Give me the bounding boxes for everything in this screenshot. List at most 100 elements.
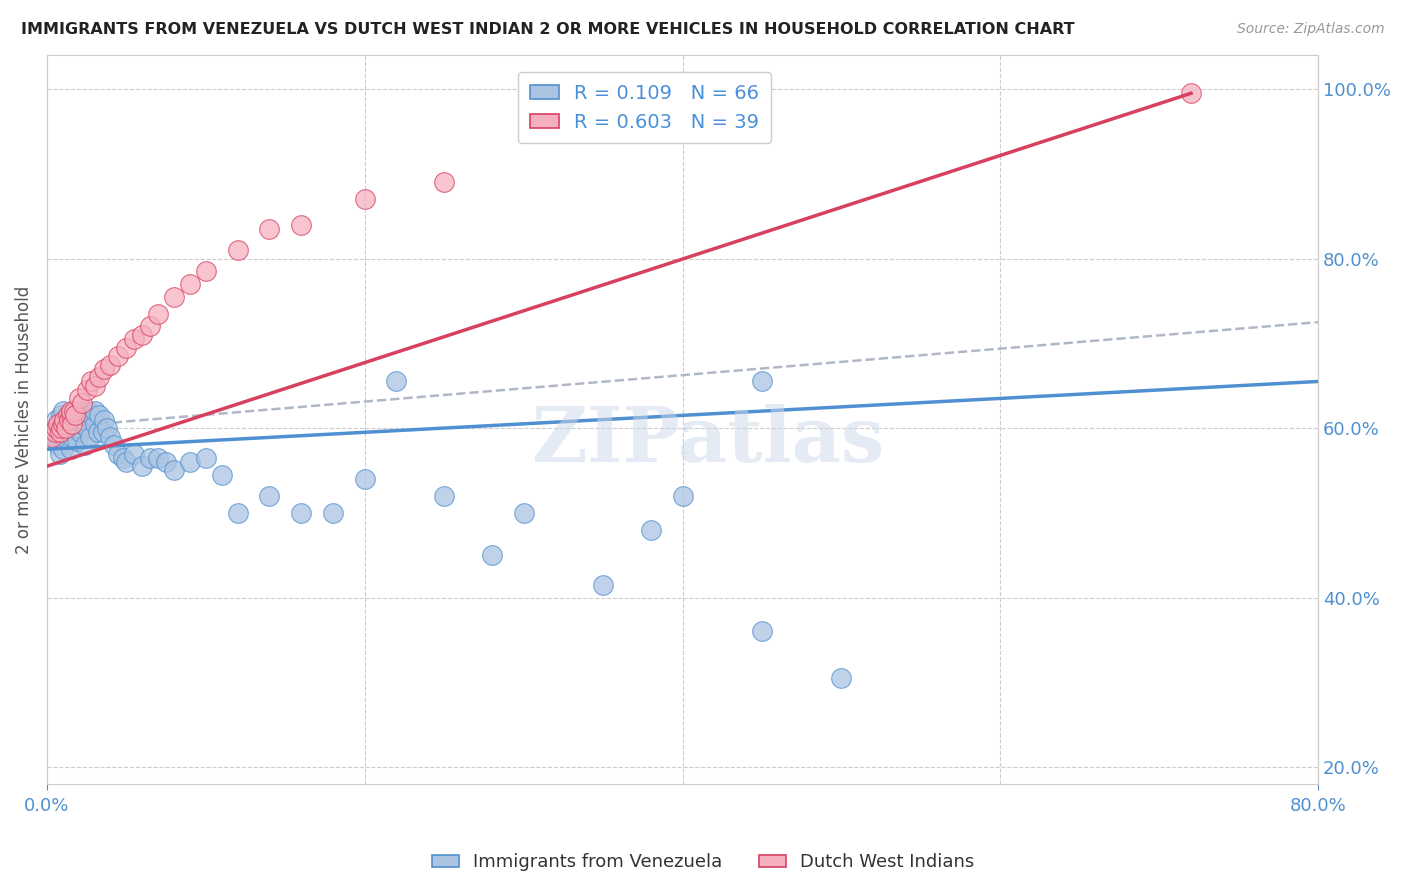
Point: [163, 463, 186, 477]
Point: [70, 395, 93, 409]
Point: [89, 409, 111, 423]
Point: [51, 421, 73, 435]
Point: [139, 319, 162, 334]
Point: [53, 429, 76, 443]
Point: [91, 425, 114, 440]
Text: ZIPatlas: ZIPatlas: [531, 404, 884, 478]
Point: [115, 341, 138, 355]
Point: [65, 421, 87, 435]
Point: [93, 361, 115, 376]
Point: [194, 264, 217, 278]
Point: [67, 404, 90, 418]
Point: [52, 404, 75, 418]
Point: [139, 450, 162, 465]
Point: [52, 442, 75, 457]
Point: [52, 421, 75, 435]
Point: [65, 409, 87, 423]
Point: [70, 417, 93, 431]
Point: [58, 421, 80, 435]
Point: [96, 421, 118, 435]
Point: [751, 375, 773, 389]
Point: [146, 450, 169, 465]
Point: [44, 425, 66, 440]
Point: [77, 404, 100, 418]
Point: [322, 506, 344, 520]
Point: [67, 421, 90, 435]
Point: [1180, 87, 1202, 101]
Y-axis label: 2 or more Vehicles in Household: 2 or more Vehicles in Household: [15, 285, 32, 554]
Point: [179, 277, 201, 291]
Point: [433, 489, 456, 503]
Point: [83, 378, 105, 392]
Point: [76, 383, 98, 397]
Point: [80, 409, 103, 423]
Point: [59, 412, 82, 426]
Point: [179, 455, 201, 469]
Point: [93, 412, 115, 426]
Point: [60, 429, 83, 443]
Point: [67, 392, 90, 406]
Point: [131, 459, 153, 474]
Point: [52, 417, 75, 431]
Point: [63, 409, 86, 423]
Point: [56, 425, 79, 440]
Point: [89, 370, 111, 384]
Point: [48, 421, 70, 435]
Point: [163, 290, 186, 304]
Point: [69, 425, 91, 440]
Point: [59, 409, 82, 423]
Point: [107, 349, 129, 363]
Point: [48, 425, 70, 440]
Point: [353, 192, 375, 206]
Point: [59, 442, 82, 457]
Point: [59, 404, 82, 418]
Point: [194, 450, 217, 465]
Point: [259, 222, 281, 236]
Point: [671, 489, 693, 503]
Point: [45, 412, 67, 426]
Point: [83, 404, 105, 418]
Point: [55, 412, 77, 426]
Point: [290, 506, 312, 520]
Point: [80, 375, 103, 389]
Point: [100, 358, 122, 372]
Point: [72, 409, 94, 423]
Legend: R = 0.109   N = 66, R = 0.603   N = 39: R = 0.109 N = 66, R = 0.603 N = 39: [517, 72, 770, 144]
Point: [751, 624, 773, 639]
Point: [592, 578, 614, 592]
Point: [124, 332, 146, 346]
Point: [112, 450, 135, 465]
Point: [41, 425, 63, 440]
Point: [44, 429, 66, 443]
Point: [76, 421, 98, 435]
Point: [512, 506, 534, 520]
Point: [107, 446, 129, 460]
Point: [41, 429, 63, 443]
Point: [56, 409, 79, 423]
Point: [115, 455, 138, 469]
Point: [353, 472, 375, 486]
Legend: Immigrants from Venezuela, Dutch West Indians: Immigrants from Venezuela, Dutch West In…: [425, 847, 981, 879]
Point: [58, 412, 80, 426]
Point: [48, 446, 70, 460]
Point: [100, 429, 122, 443]
Point: [211, 467, 233, 482]
Point: [63, 404, 86, 418]
Point: [55, 421, 77, 435]
Text: Source: ZipAtlas.com: Source: ZipAtlas.com: [1237, 22, 1385, 37]
Point: [87, 425, 110, 440]
Point: [103, 438, 125, 452]
Point: [66, 434, 89, 448]
Point: [146, 307, 169, 321]
Point: [385, 375, 408, 389]
Point: [46, 438, 69, 452]
Point: [124, 446, 146, 460]
Point: [51, 409, 73, 423]
Point: [131, 327, 153, 342]
Point: [79, 429, 101, 443]
Point: [45, 421, 67, 435]
Point: [60, 417, 83, 431]
Text: IMMIGRANTS FROM VENEZUELA VS DUTCH WEST INDIAN 2 OR MORE VEHICLES IN HOUSEHOLD C: IMMIGRANTS FROM VENEZUELA VS DUTCH WEST …: [21, 22, 1074, 37]
Point: [155, 455, 177, 469]
Point: [481, 548, 503, 562]
